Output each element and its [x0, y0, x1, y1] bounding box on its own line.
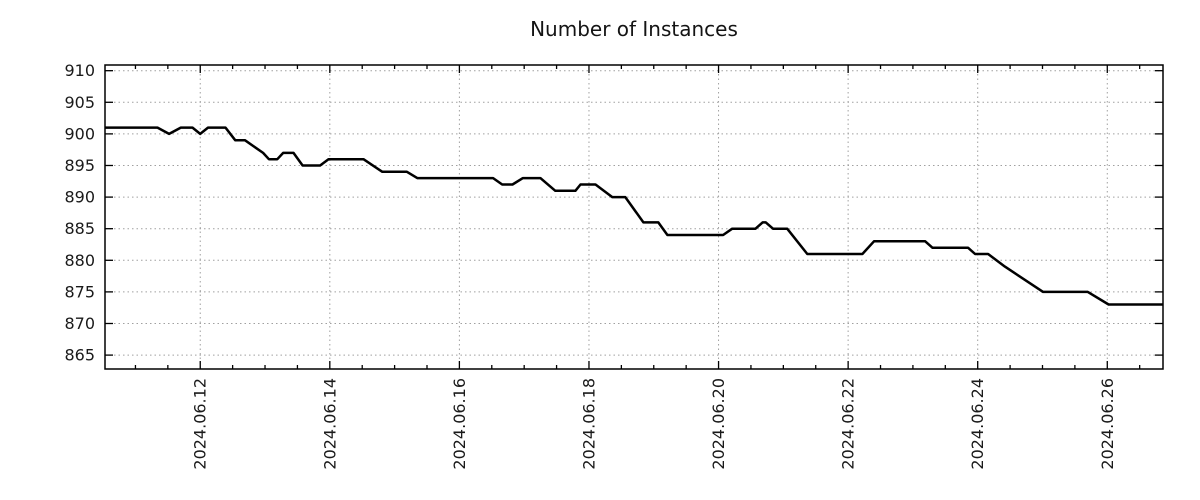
y-tick-label: 895 — [64, 156, 95, 175]
y-tick-label: 885 — [64, 219, 95, 238]
series-line-instances — [105, 126, 1163, 306]
x-tick-label: 2024.06.14 — [320, 378, 339, 470]
y-tick-label: 900 — [64, 124, 95, 143]
x-tick-label: 2024.06.18 — [579, 378, 598, 470]
x-tick-label: 2024.06.26 — [1098, 378, 1117, 470]
y-tick-label: 905 — [64, 93, 95, 112]
y-tick-label: 880 — [64, 251, 95, 270]
chart-title: Number of Instances — [530, 17, 738, 41]
y-tick-label: 870 — [64, 314, 95, 333]
y-tick-label: 910 — [64, 61, 95, 80]
x-tick-label: 2024.06.24 — [968, 378, 987, 470]
plot-frame — [104, 64, 1164, 370]
y-tick-label: 865 — [64, 346, 95, 365]
y-tick-label: 875 — [64, 282, 95, 301]
x-tick-label: 2024.06.16 — [450, 378, 469, 470]
y-tick-label: 890 — [64, 188, 95, 207]
x-tick-label: 2024.06.12 — [191, 378, 210, 470]
x-tick-label: 2024.06.20 — [709, 378, 728, 470]
x-tick-label: 2024.06.22 — [839, 378, 858, 470]
